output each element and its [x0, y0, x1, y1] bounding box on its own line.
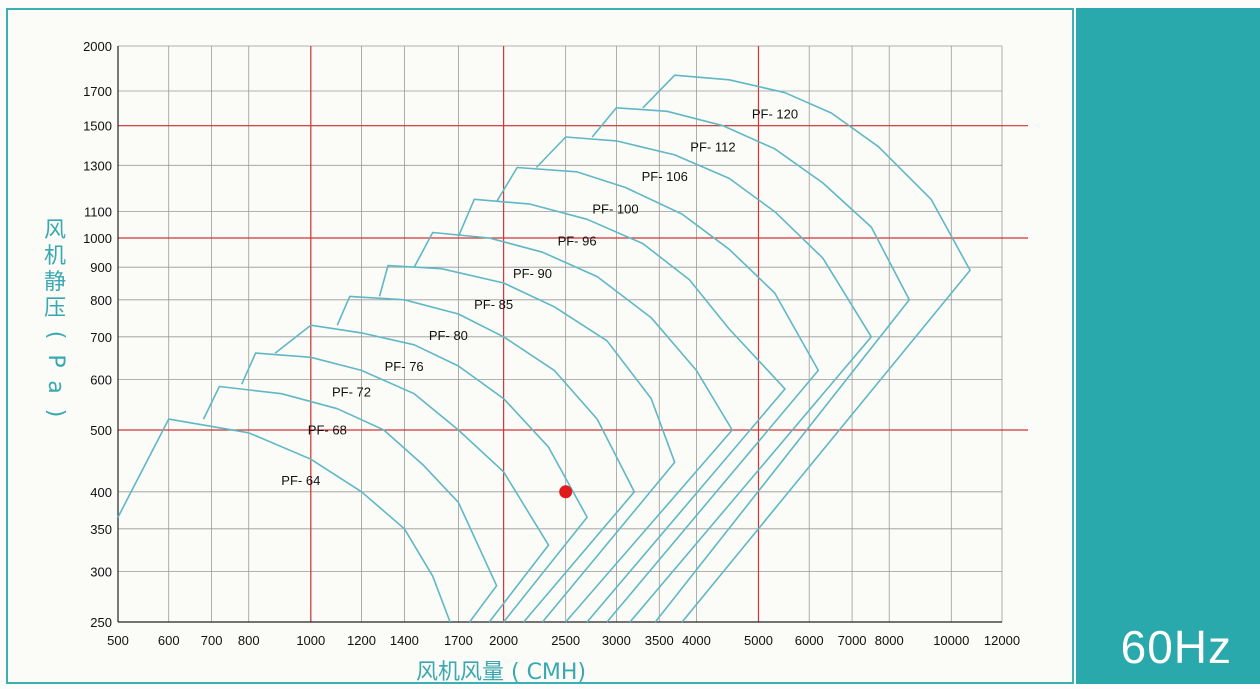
curve-label: PF- 64 [281, 473, 320, 488]
frequency-panel: 60Hz [1076, 8, 1260, 684]
curve-label: PF- 85 [474, 297, 513, 312]
x-tick-label: 2500 [551, 633, 580, 648]
y-tick-label: 1300 [83, 158, 112, 173]
curve-label: PF- 106 [642, 169, 688, 184]
x-tick-label: 6000 [795, 633, 824, 648]
x-tick-label: 800 [238, 633, 260, 648]
x-tick-label: 3000 [602, 633, 631, 648]
x-tick-label: 1400 [390, 633, 419, 648]
curve-labels: PF- 64 PF- 68 PF- 72 PF- 76 PF- 80 PF- 85 PF- … [281, 107, 798, 489]
curve-label: PF- 76 [385, 359, 424, 374]
frequency-label: 60Hz [1120, 621, 1232, 673]
fan-curve [413, 231, 734, 623]
y-tick-label: 1500 [83, 119, 112, 134]
tick-labels: 500 600 700 800 1000 1200 1400 1700 2000 2500 3000… [83, 39, 1020, 648]
x-tick-label: 5000 [744, 633, 773, 648]
curve-label: PF- 100 [592, 201, 638, 216]
fan-curve [591, 107, 911, 623]
y-axis-title-char: 机 [43, 244, 66, 269]
y-tick-label: 800 [90, 293, 112, 308]
x-tick-label: 700 [201, 633, 223, 648]
fan-curve [495, 166, 820, 623]
fan-curves [117, 74, 971, 623]
fan-curve [642, 74, 971, 623]
y-tick-label: 500 [90, 423, 112, 438]
x-tick-label: 10000 [933, 633, 969, 648]
x-tick-label: 1000 [296, 633, 325, 648]
fan-curve [336, 295, 636, 623]
x-tick-label: 4000 [682, 633, 711, 648]
curve-label: PF- 80 [429, 328, 468, 343]
fan-curve [274, 324, 588, 623]
y-tick-label: 400 [90, 485, 112, 500]
y-tick-label: 300 [90, 564, 112, 579]
curve-label: PF- 112 [690, 140, 735, 155]
y-tick-label: 1700 [83, 84, 112, 99]
x-tick-label: 1700 [444, 633, 473, 648]
y-tick-label: 350 [90, 522, 112, 537]
axes [117, 46, 1002, 623]
x-tick-label: 1200 [347, 633, 376, 648]
x-tick-label: 600 [158, 633, 180, 648]
y-tick-label: 2000 [83, 39, 112, 54]
fan-curve [202, 385, 498, 623]
y-tick-label: 1000 [83, 231, 112, 246]
curve-label: PF- 90 [513, 266, 552, 281]
curve-label: PF- 68 [308, 423, 347, 438]
y-tick-label: 700 [90, 330, 112, 345]
fan-curve [240, 352, 550, 623]
curve-label: PF- 120 [752, 107, 798, 122]
y-tick-label: 600 [90, 372, 112, 387]
curve-label: PF- 96 [558, 233, 597, 248]
performance-chart: PF- 64 PF- 68 PF- 72 PF- 76 PF- 80 PF- 85 PF- … [83, 39, 1028, 648]
operating-point-marker [559, 485, 573, 499]
fan-curve [457, 198, 786, 623]
y-axis-title-char: 静 [43, 270, 66, 295]
y-axis-title-char: ) [43, 408, 68, 418]
fan-curve [378, 264, 676, 623]
x-tick-label: 2000 [489, 633, 518, 648]
y-tick-label: 900 [90, 260, 112, 275]
y-axis-title-char: 压 [43, 296, 66, 321]
x-tick-label: 8000 [875, 633, 904, 648]
fan-curve [117, 418, 451, 623]
x-tick-label: 500 [107, 633, 129, 648]
y-tick-label: 250 [90, 615, 112, 630]
y-tick-label: 1100 [84, 205, 112, 220]
x-tick-label: 3500 [645, 633, 674, 648]
fan-curve [535, 136, 873, 623]
curve-label: PF- 72 [332, 384, 371, 399]
x-axis-title: 风机风量 ( CMH) [416, 660, 587, 685]
y-axis-title-char: 风 [43, 218, 66, 243]
operating-point [559, 485, 573, 499]
x-tick-label: 12000 [984, 633, 1020, 648]
x-tick-label: 7000 [838, 633, 867, 648]
